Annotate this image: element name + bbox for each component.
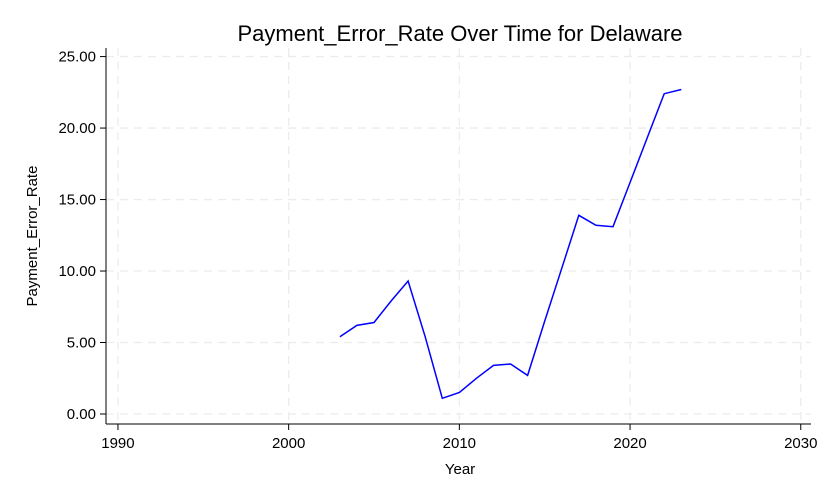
x-axis-label: Year bbox=[445, 461, 475, 478]
y-tick-label: 10.00 bbox=[58, 263, 96, 280]
y-tick-label: 15.00 bbox=[58, 192, 96, 209]
x-tick-label: 2000 bbox=[272, 435, 305, 452]
y-tick-label: 20.00 bbox=[58, 120, 96, 137]
x-tick-label: 2030 bbox=[784, 435, 817, 452]
y-tick-label: 5.00 bbox=[67, 335, 96, 352]
grid-layer bbox=[106, 48, 811, 424]
x-tick-label: 1990 bbox=[101, 435, 134, 452]
x-tick-label: 2010 bbox=[443, 435, 476, 452]
y-tick-label: 25.00 bbox=[58, 49, 96, 66]
series-layer bbox=[339, 88, 682, 400]
x-tick-label: 2020 bbox=[613, 435, 646, 452]
series-line bbox=[339, 88, 682, 400]
axes-layer: 1990 2000 2010 2020 2030 0.00 5.00 10.00 15.00 20… bbox=[58, 48, 817, 452]
y-tick-label: 0.00 bbox=[67, 406, 96, 423]
y-axis-label: Payment_Error_Rate bbox=[24, 166, 41, 307]
chart-title: Payment_Error_Rate Over Time for Delawar… bbox=[237, 21, 682, 46]
